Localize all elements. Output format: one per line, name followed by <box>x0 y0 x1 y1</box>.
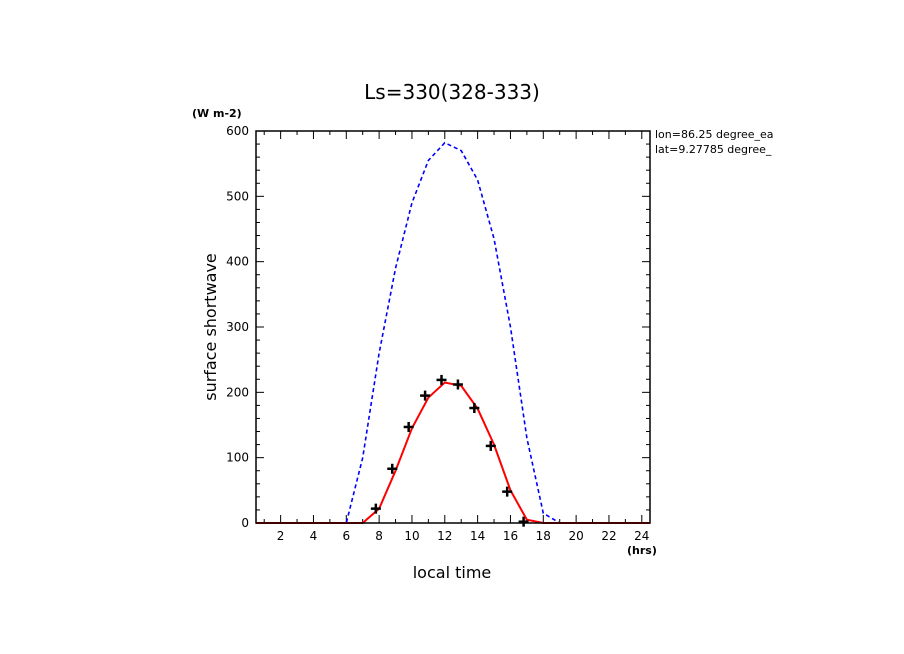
annotation-longitude: lon=86.25 degree_ea <box>655 128 774 141</box>
x-tick-label: 18 <box>536 529 551 543</box>
x-axis-label: local time <box>413 563 492 582</box>
y-tick-label: 0 <box>241 516 249 530</box>
data-point-marker <box>469 403 480 414</box>
annotation-latitude: lat=9.27785 degree_ <box>655 143 772 156</box>
x-tick-label: 20 <box>568 529 583 543</box>
data-point-marker <box>452 379 463 390</box>
series-line-dashed <box>256 141 650 524</box>
x-tick-label: 14 <box>470 529 485 543</box>
data-point-marker <box>387 463 398 474</box>
y-tick-label: 300 <box>226 320 249 334</box>
x-tick-label: 8 <box>375 529 383 543</box>
x-tick-label: 2 <box>277 529 285 543</box>
x-tick-label: 12 <box>437 529 452 543</box>
data-point-marker <box>436 374 447 385</box>
y-axis-label: surface shortwave <box>201 253 220 401</box>
x-tick-label: 24 <box>634 529 649 543</box>
plot-frame <box>255 130 651 524</box>
series-layer <box>256 141 650 527</box>
x-tick-label: 6 <box>342 529 350 543</box>
data-point-marker <box>420 390 431 401</box>
data-point-marker <box>485 440 496 451</box>
y-tick-label: 500 <box>226 189 249 203</box>
x-tick-label: 10 <box>404 529 419 543</box>
y-axis-unit: (W m-2) <box>192 107 242 120</box>
y-tick-label: 200 <box>226 385 249 399</box>
x-axis-unit: (hrs) <box>627 544 657 557</box>
series-line-solid <box>256 381 650 524</box>
data-point-marker <box>370 503 381 514</box>
y-tick-label: 100 <box>226 451 249 465</box>
x-tick-label: 16 <box>503 529 518 543</box>
data-point-marker <box>502 486 513 497</box>
data-point-marker <box>403 421 414 432</box>
x-tick-label: 4 <box>310 529 318 543</box>
data-point-marker <box>518 516 529 527</box>
y-tick-label: 400 <box>226 255 249 269</box>
x-tick-label: 22 <box>601 529 616 543</box>
chart-title: Ls=330(328-333) <box>364 80 540 104</box>
y-tick-label: 600 <box>226 124 249 138</box>
